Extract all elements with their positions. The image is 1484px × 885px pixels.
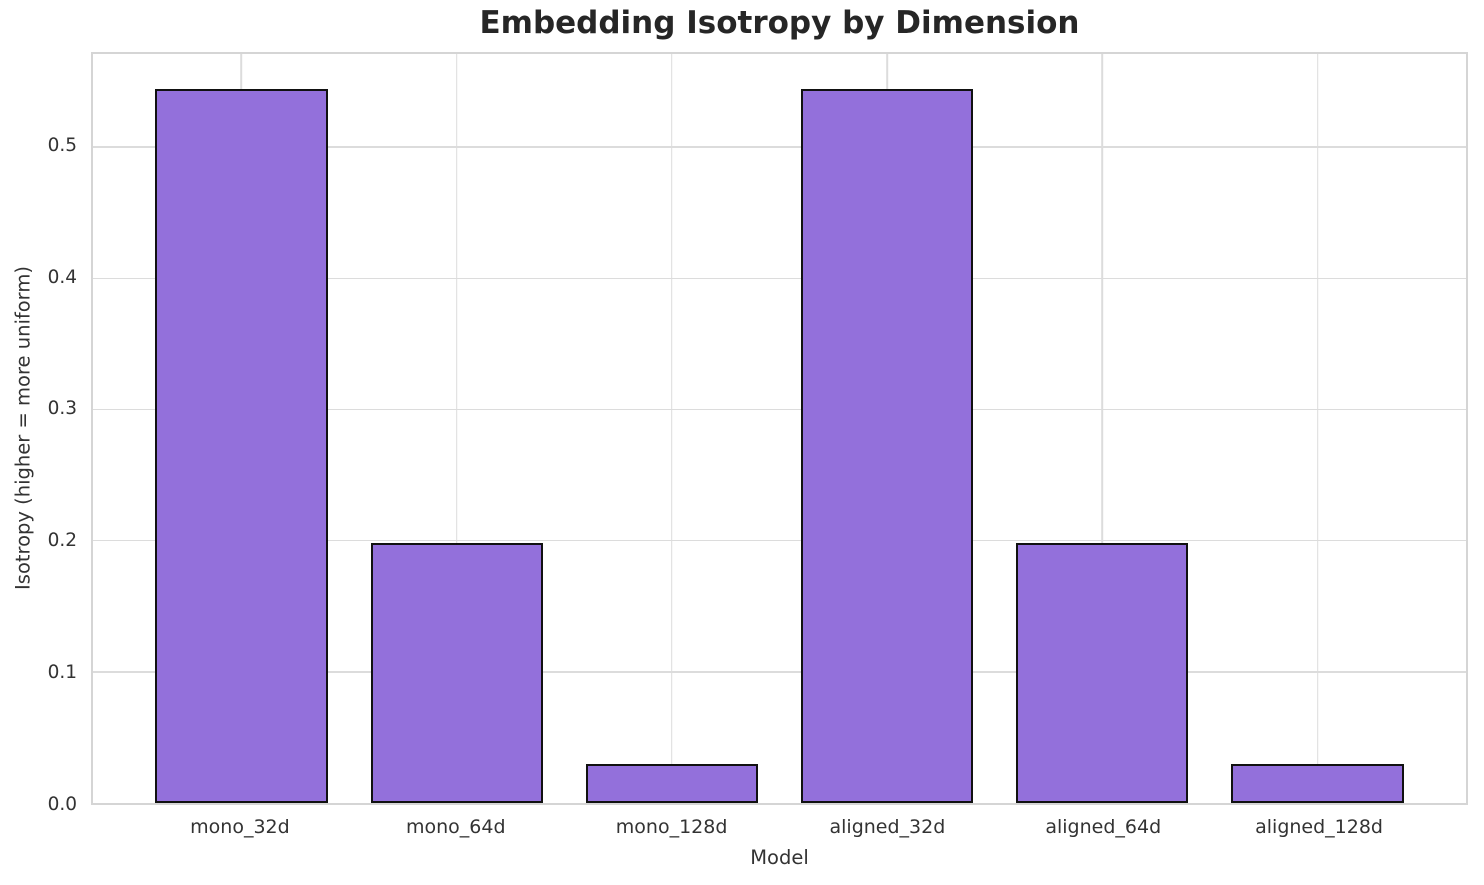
y-tick-label: 0.2 [47,530,77,551]
x-tick-label: mono_64d [405,816,506,838]
x-tick-label: aligned_32d [829,816,946,838]
gridline-vertical [671,54,673,803]
gridline-horizontal [93,146,1466,148]
y-tick-label: 0.0 [47,793,77,815]
y-tick-label: 0.4 [47,266,77,288]
gridline-vertical [1316,54,1319,803]
x-tick-label: aligned_64d [1045,816,1162,838]
bar [585,763,758,803]
y-tick-label: 0.5 [47,134,77,156]
y-tick-label: 0.1 [47,661,77,683]
x-tick-label: mono_32d [190,816,290,838]
x-tick-label: aligned_128d [1255,816,1384,838]
gridline-horizontal [93,277,1466,280]
bar [1016,543,1189,803]
gridline-vertical [455,54,458,803]
bar [1231,763,1404,803]
bar [370,543,543,803]
x-axis-label: Model [750,846,809,869]
x-tick-label: mono_128d [615,816,728,838]
bar [155,89,328,803]
plot-area [91,52,1468,805]
gridline-horizontal [93,671,1466,673]
bar [801,89,974,803]
y-tick-label: 0.3 [47,398,77,420]
chart-title: Embedding Isotropy by Dimension [479,5,1080,41]
gridline-horizontal [93,539,1466,542]
gridline-vertical [1101,54,1104,803]
gridline-horizontal [93,408,1466,411]
